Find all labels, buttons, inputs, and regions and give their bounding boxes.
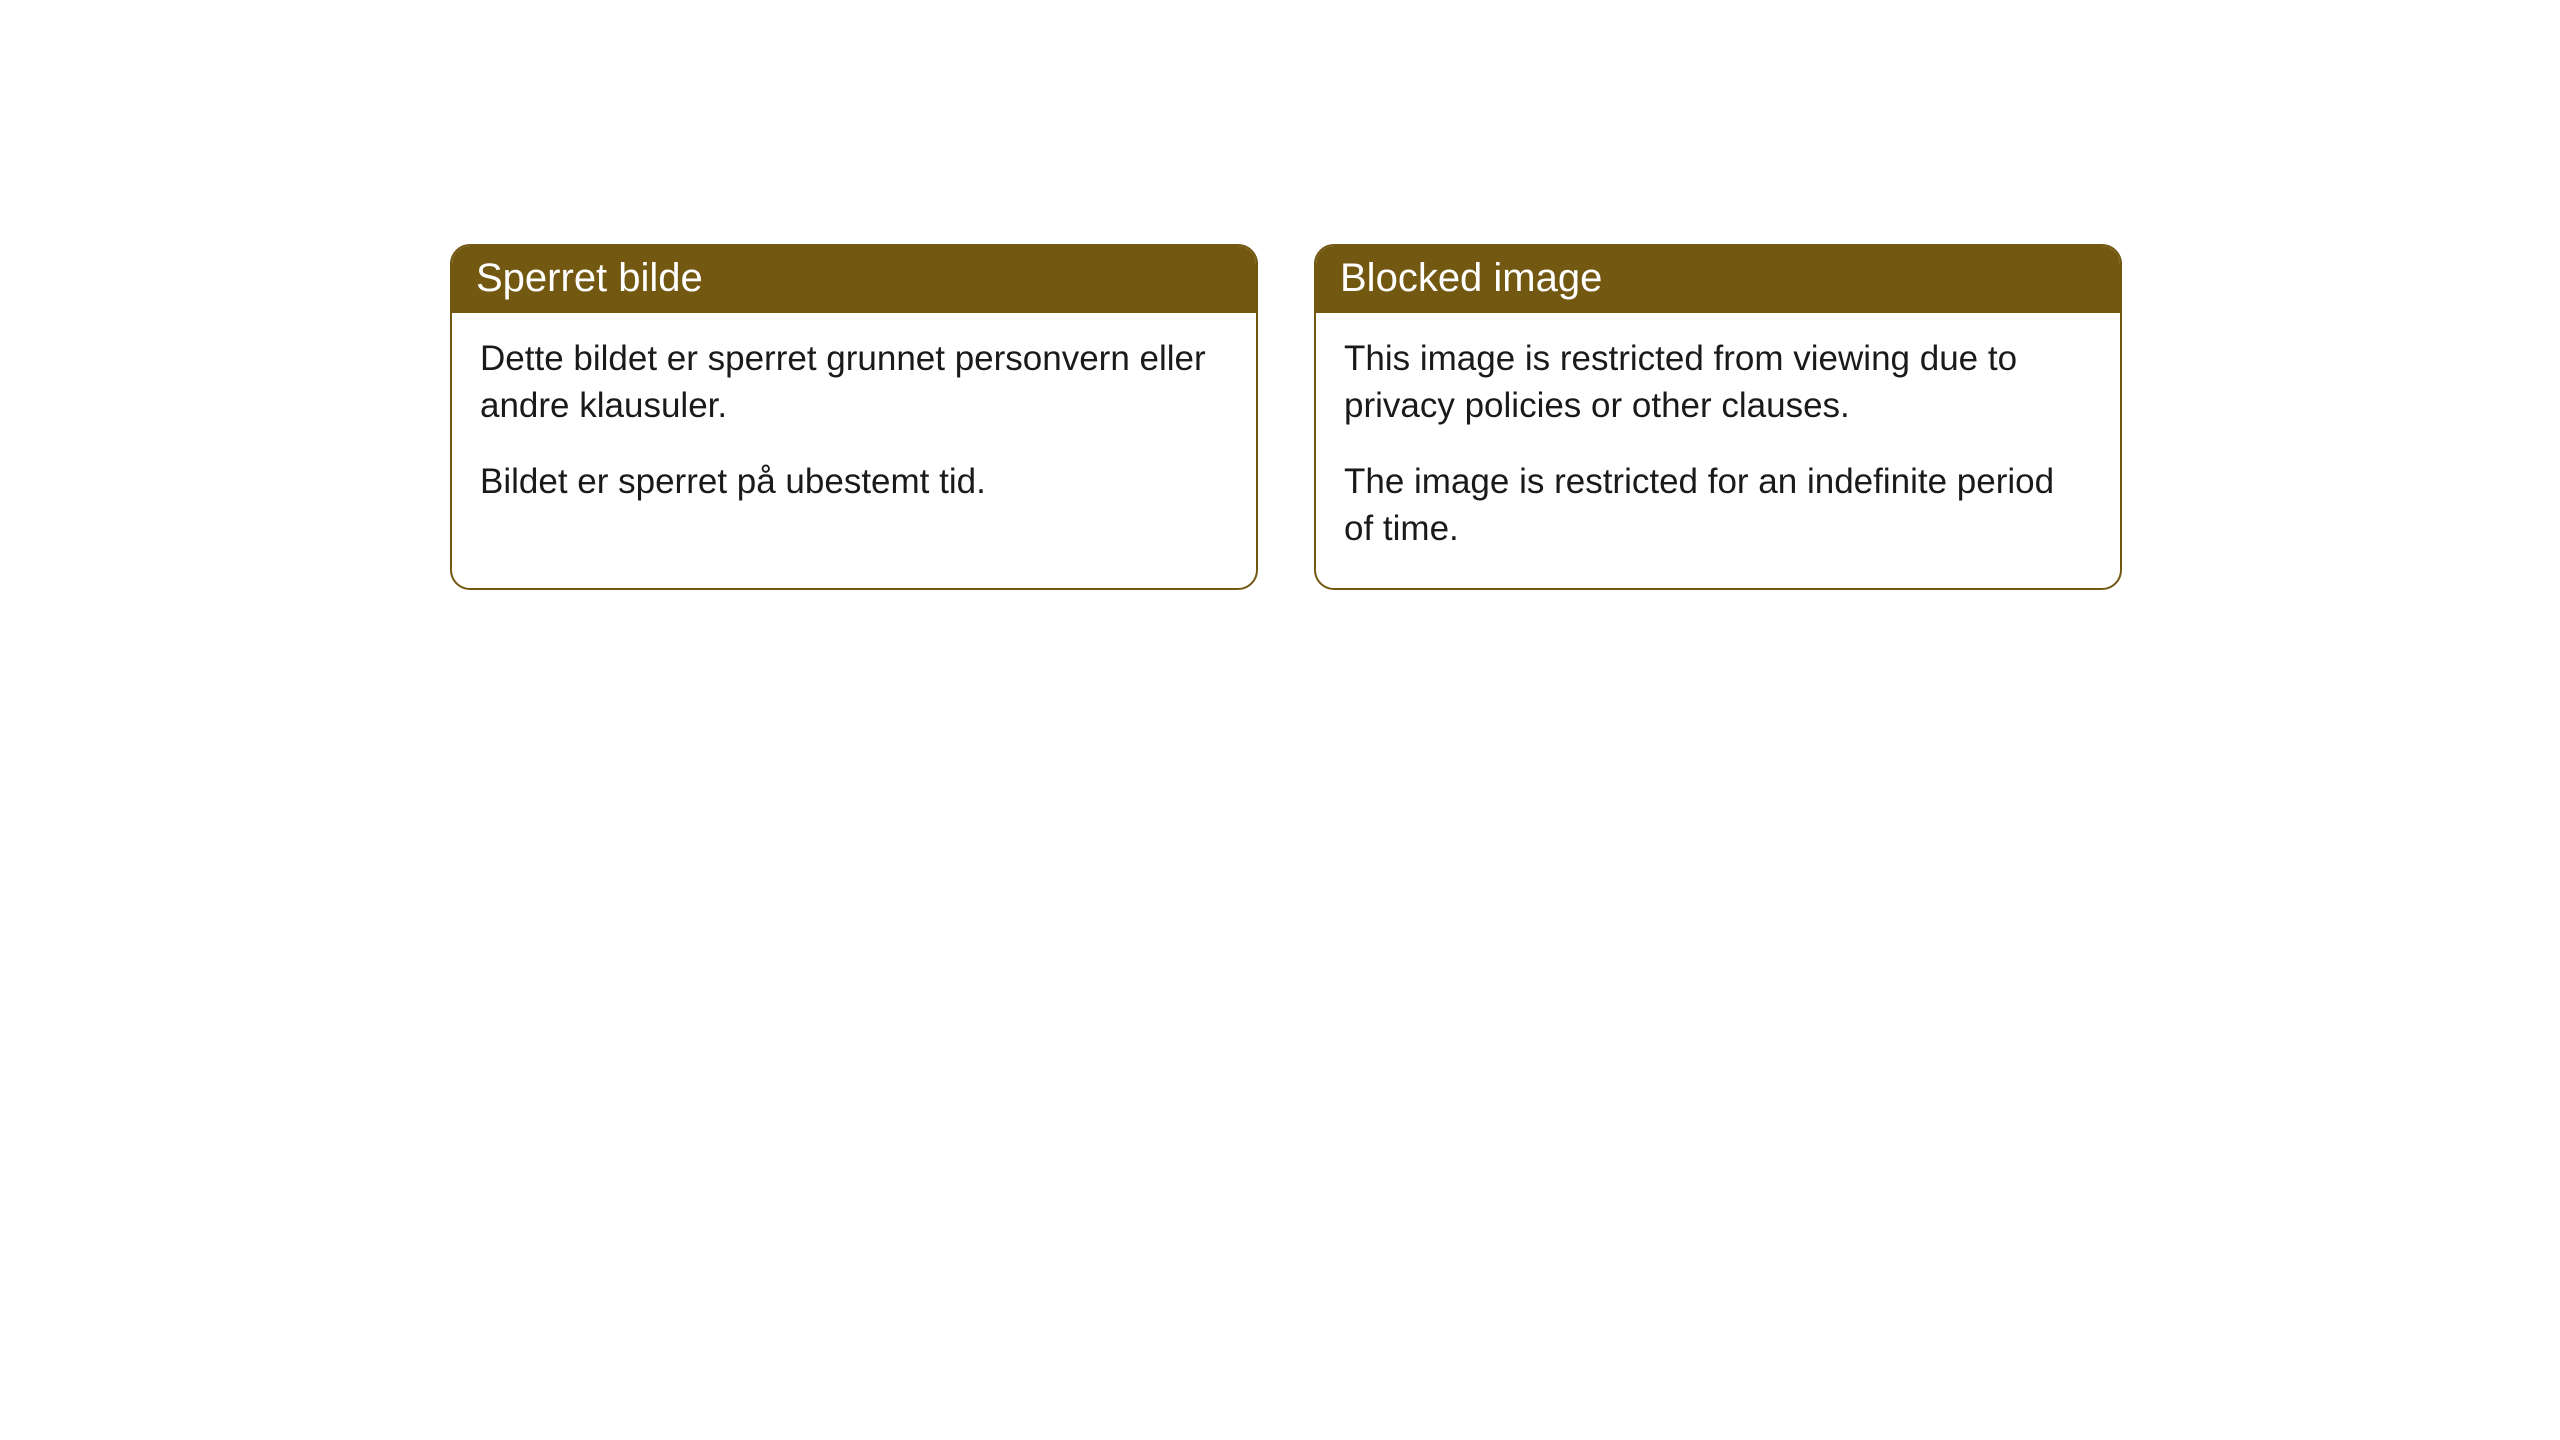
card-body: This image is restricted from viewing du… — [1316, 313, 2120, 588]
notice-card-norwegian: Sperret bilde Dette bildet er sperret gr… — [450, 244, 1258, 590]
card-paragraph: Bildet er sperret på ubestemt tid. — [480, 458, 1228, 505]
card-header: Blocked image — [1316, 246, 2120, 313]
card-title: Sperret bilde — [476, 256, 703, 300]
card-title: Blocked image — [1340, 256, 1602, 300]
notice-container: Sperret bilde Dette bildet er sperret gr… — [0, 0, 2560, 590]
card-header: Sperret bilde — [452, 246, 1256, 313]
notice-card-english: Blocked image This image is restricted f… — [1314, 244, 2122, 590]
card-body: Dette bildet er sperret grunnet personve… — [452, 313, 1256, 541]
card-paragraph: Dette bildet er sperret grunnet personve… — [480, 335, 1228, 430]
card-paragraph: The image is restricted for an indefinit… — [1344, 458, 2092, 553]
card-paragraph: This image is restricted from viewing du… — [1344, 335, 2092, 430]
